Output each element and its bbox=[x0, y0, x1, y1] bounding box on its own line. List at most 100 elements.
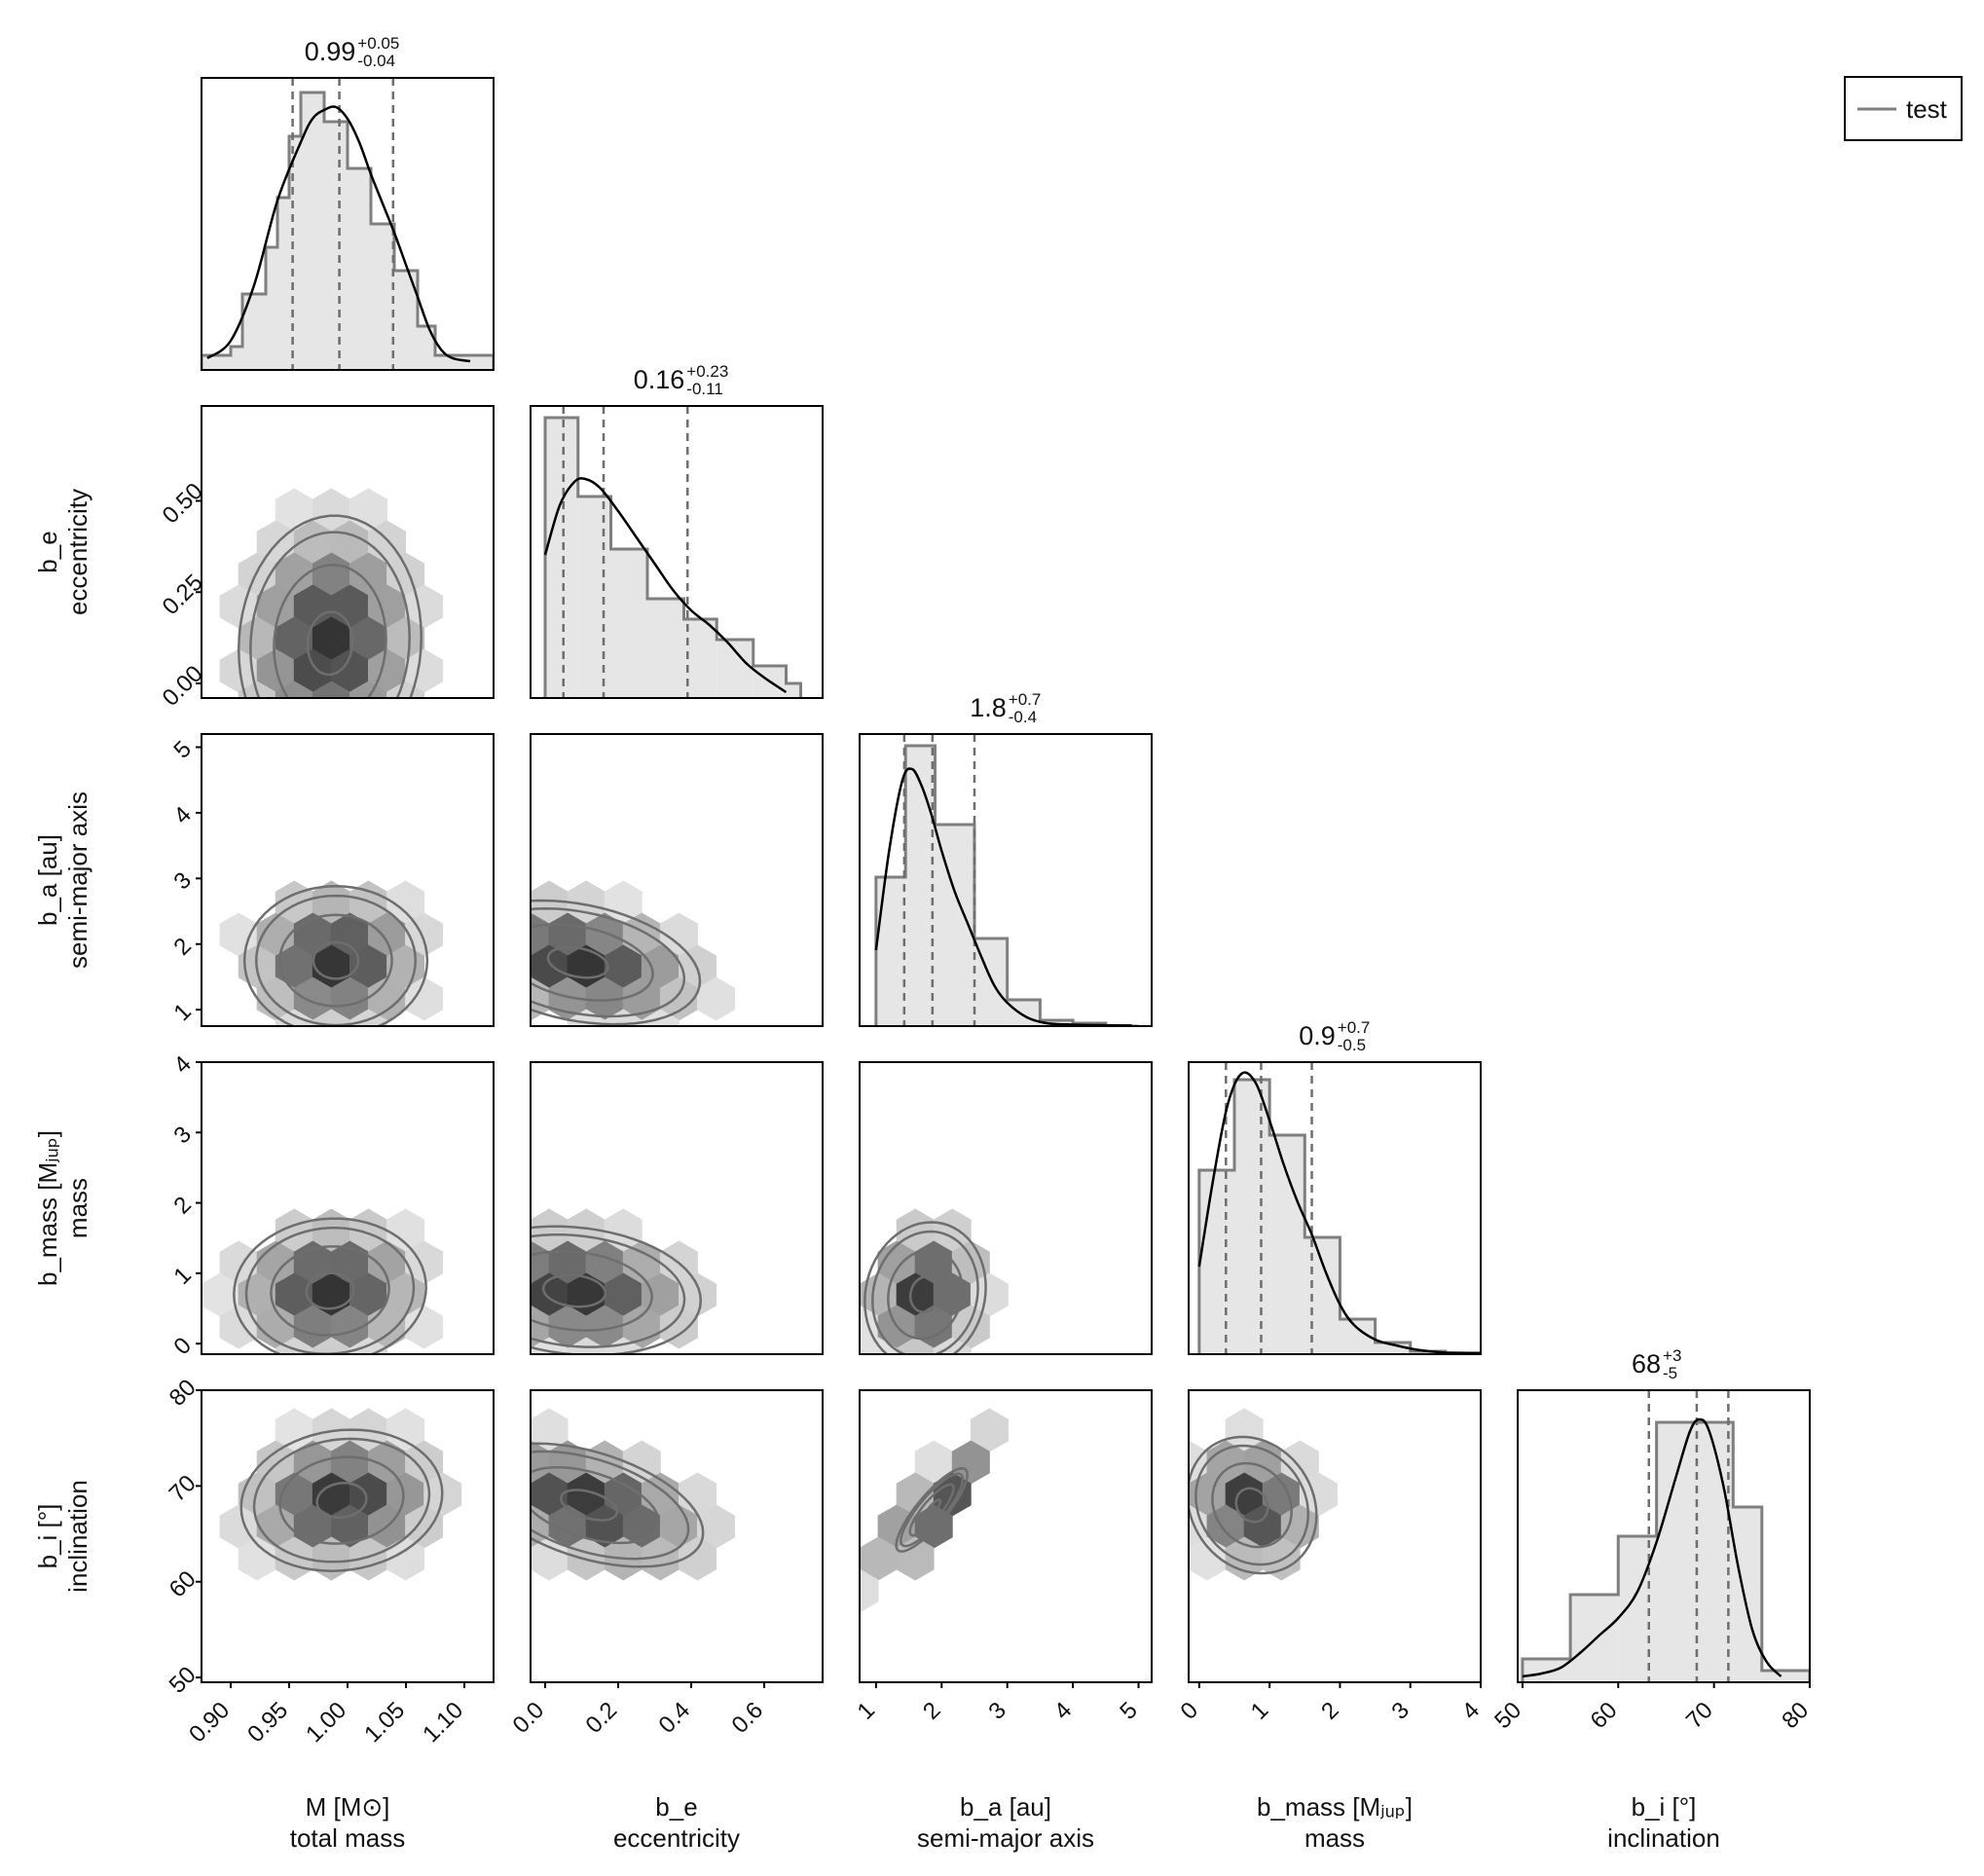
contour-4-3-2 bbox=[1194, 1444, 1310, 1566]
hist-step-b_a bbox=[874, 744, 1139, 1026]
hist-bar-b_i-4 bbox=[1694, 1422, 1734, 1682]
hexbin bbox=[330, 1305, 369, 1349]
hexbin bbox=[349, 1472, 387, 1517]
contour-1-0-1 bbox=[273, 564, 387, 698]
summary-plus-b_i: +3 bbox=[1663, 1346, 1681, 1365]
summary-minus-M: -0.04 bbox=[357, 52, 395, 70]
kde-line-b_i bbox=[1522, 1417, 1782, 1678]
panel-b_e-hist: 0.16 +0.23-0.11 bbox=[530, 362, 824, 699]
hexbin bbox=[256, 584, 295, 629]
hexbin bbox=[293, 520, 332, 565]
contour-3-2-1 bbox=[887, 1248, 964, 1341]
hexbin bbox=[386, 1208, 425, 1253]
contour-4-1-1 bbox=[531, 1465, 661, 1545]
hist-step-b_e bbox=[543, 416, 802, 698]
hexbin bbox=[604, 1337, 643, 1354]
hexbin bbox=[933, 1208, 972, 1253]
hexbin bbox=[531, 912, 550, 957]
hist-bar-M-5 bbox=[289, 136, 301, 370]
contour-1-0-2 bbox=[249, 531, 411, 698]
hist-bar-b_mass-1 bbox=[1233, 1080, 1270, 1354]
hexbin bbox=[585, 1305, 624, 1349]
hexbin bbox=[368, 976, 406, 1021]
hexbin bbox=[386, 1472, 425, 1517]
y-axis-desc-b_a: semi-major axis bbox=[63, 791, 92, 969]
hexbin bbox=[641, 944, 680, 989]
y-axis-label-b_i: b_i [°] bbox=[33, 1504, 62, 1569]
hexbin bbox=[330, 912, 369, 957]
hexbin bbox=[659, 976, 698, 1021]
hexbin bbox=[386, 681, 425, 698]
panel-b_mass-hist: 0.9 +0.7-0.5 bbox=[1188, 1018, 1482, 1355]
hexbin bbox=[330, 1504, 369, 1549]
hist-bar-M-14 bbox=[453, 355, 494, 370]
contour-2-0-1 bbox=[278, 913, 393, 1008]
contour-2-1-1 bbox=[531, 923, 654, 1002]
contour-4-2-1 bbox=[908, 1483, 955, 1537]
hexbin bbox=[312, 681, 350, 698]
hexbin bbox=[896, 1208, 935, 1253]
summary-value-b_a: 1.8 bbox=[970, 693, 1007, 722]
hexbin bbox=[604, 944, 643, 989]
hexbin bbox=[531, 944, 569, 989]
hexbin bbox=[275, 1408, 313, 1453]
x-axis-label-b_i: b_i [°] bbox=[1632, 1792, 1697, 1821]
hexbin bbox=[531, 976, 550, 1021]
summary-value-b_i: 68 bbox=[1632, 1349, 1661, 1379]
hexbin bbox=[275, 1208, 313, 1253]
density-layer-4-1 bbox=[531, 1408, 735, 1581]
hexbin bbox=[622, 1504, 661, 1549]
density-layer-4-2 bbox=[860, 1408, 1009, 1613]
hexbin bbox=[349, 681, 387, 698]
hexbin bbox=[238, 1536, 276, 1581]
hexbin bbox=[219, 912, 258, 957]
hist-step-b_i bbox=[1521, 1420, 1810, 1682]
x-axis-label-b_e: b_e bbox=[655, 1792, 697, 1821]
hexbin bbox=[877, 1240, 916, 1285]
hist-layer-b_mass bbox=[1197, 1062, 1481, 1354]
contour-4-1-0 bbox=[559, 1489, 619, 1522]
panel-b_mass-vs-M bbox=[201, 1061, 495, 1355]
hist-bar-b_e-0 bbox=[545, 418, 578, 698]
hexbin bbox=[405, 584, 444, 629]
hist-bar-M-6 bbox=[301, 92, 324, 370]
panel-frame-4-1 bbox=[530, 1389, 824, 1683]
hexbin bbox=[312, 1009, 350, 1026]
hexbin bbox=[275, 1536, 313, 1581]
summary-plus-b_e: +0.23 bbox=[686, 362, 728, 381]
hexbin bbox=[659, 1504, 698, 1549]
density-layer-4-0 bbox=[219, 1408, 462, 1581]
contour-4-1-3 bbox=[531, 1442, 705, 1568]
contour-4-0-3 bbox=[239, 1428, 444, 1572]
hexbin bbox=[405, 1504, 444, 1549]
panel-b_i-vs-b_a bbox=[859, 1389, 1153, 1683]
hexbin bbox=[585, 976, 624, 1021]
hist-bar-b_i-6 bbox=[1761, 1671, 1810, 1682]
hexbin bbox=[349, 552, 387, 597]
hexbin bbox=[312, 488, 350, 533]
density-layer-3-1 bbox=[531, 1208, 716, 1354]
contour-4-0-2 bbox=[252, 1437, 431, 1563]
hist-bar-b_e-2 bbox=[610, 549, 647, 698]
panel-frame-b_a bbox=[859, 733, 1153, 1027]
panel-b_mass-vs-b_a bbox=[859, 1061, 1153, 1355]
y-axis-desc-b_i: inclination bbox=[63, 1480, 92, 1593]
contour-3-0-0 bbox=[305, 1271, 355, 1310]
contour-3-1-0 bbox=[541, 1273, 607, 1308]
hexbin bbox=[896, 1337, 935, 1354]
contour-1-0-0 bbox=[306, 610, 354, 677]
hist-bar-b_e-7 bbox=[786, 683, 801, 698]
hexbin bbox=[531, 1536, 569, 1581]
hexbin bbox=[219, 1240, 258, 1285]
hist-bar-M-12 bbox=[418, 326, 435, 370]
hexbin bbox=[312, 552, 350, 597]
panel-frame-1-0 bbox=[201, 405, 495, 699]
panel-b_a-vs-b_e bbox=[530, 733, 824, 1027]
contour-3-1-2 bbox=[531, 1233, 686, 1348]
contour-4-0-0 bbox=[315, 1482, 368, 1520]
hist-layer-b_a bbox=[874, 734, 1139, 1026]
hexbin bbox=[349, 1536, 387, 1581]
hexbin bbox=[567, 1472, 606, 1517]
x-axis-desc-b_i: inclination bbox=[1607, 1823, 1720, 1853]
hexbin bbox=[330, 520, 369, 565]
